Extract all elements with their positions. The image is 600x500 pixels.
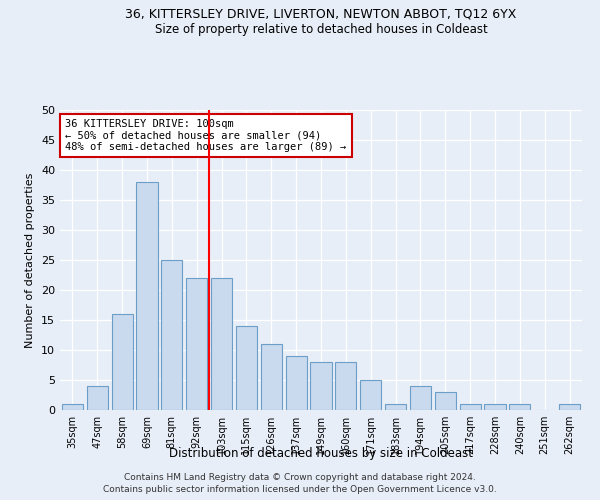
Text: 36, KITTERSLEY DRIVE, LIVERTON, NEWTON ABBOT, TQ12 6YX: 36, KITTERSLEY DRIVE, LIVERTON, NEWTON A…: [125, 8, 517, 20]
Bar: [136, 182, 158, 410]
Bar: [62, 404, 83, 410]
Bar: [435, 392, 456, 410]
Text: Contains public sector information licensed under the Open Government Licence v3: Contains public sector information licen…: [103, 485, 497, 494]
Bar: [161, 260, 182, 410]
Text: Size of property relative to detached houses in Coldeast: Size of property relative to detached ho…: [155, 22, 487, 36]
Text: Distribution of detached houses by size in Coldeast: Distribution of detached houses by size …: [169, 448, 473, 460]
Text: Contains HM Land Registry data © Crown copyright and database right 2024.: Contains HM Land Registry data © Crown c…: [124, 472, 476, 482]
Bar: [559, 404, 580, 410]
Bar: [335, 362, 356, 410]
Bar: [236, 326, 257, 410]
Bar: [112, 314, 133, 410]
Bar: [186, 278, 207, 410]
Y-axis label: Number of detached properties: Number of detached properties: [25, 172, 35, 348]
Bar: [286, 356, 307, 410]
Bar: [310, 362, 332, 410]
Bar: [261, 344, 282, 410]
Bar: [509, 404, 530, 410]
Bar: [211, 278, 232, 410]
Bar: [360, 380, 381, 410]
Bar: [385, 404, 406, 410]
Bar: [484, 404, 506, 410]
Text: 36 KITTERSLEY DRIVE: 100sqm
← 50% of detached houses are smaller (94)
48% of sem: 36 KITTERSLEY DRIVE: 100sqm ← 50% of det…: [65, 119, 346, 152]
Bar: [460, 404, 481, 410]
Bar: [410, 386, 431, 410]
Bar: [87, 386, 108, 410]
